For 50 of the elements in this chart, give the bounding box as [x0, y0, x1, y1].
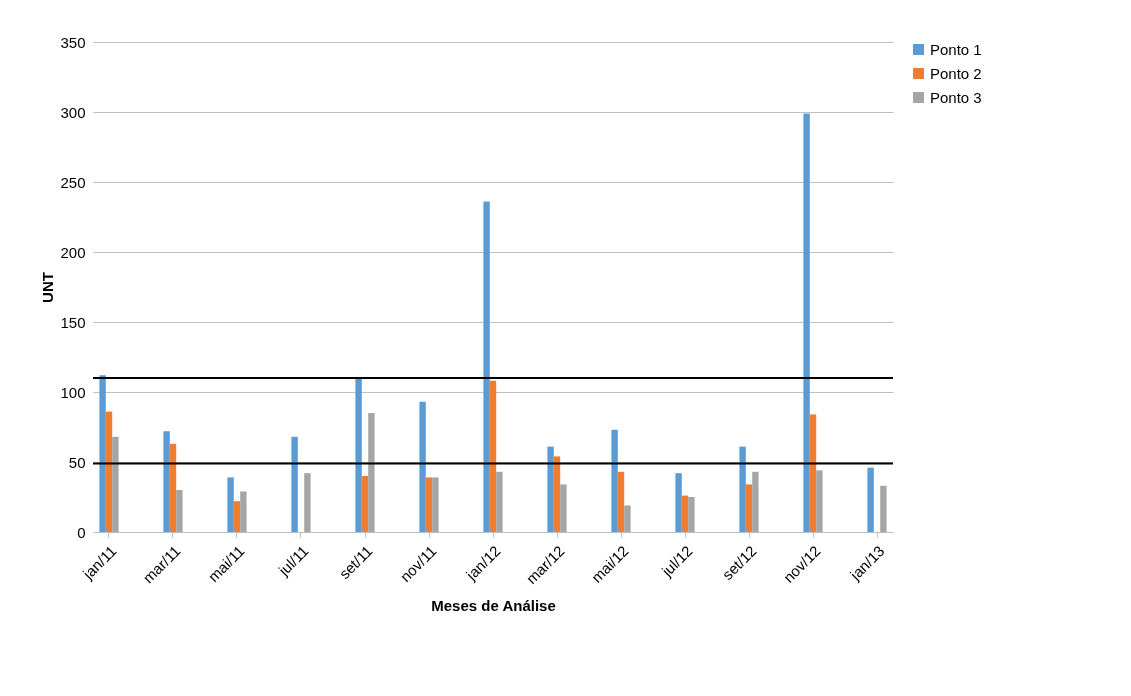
bar	[169, 443, 177, 532]
bar	[240, 491, 247, 532]
bar	[432, 477, 439, 532]
bar	[547, 446, 554, 532]
y-tick-label: 350	[60, 33, 86, 51]
bar	[867, 467, 874, 532]
y-tick-label: 0	[77, 523, 86, 541]
bar	[809, 414, 817, 532]
bar	[560, 484, 567, 532]
bar	[355, 378, 362, 532]
bar	[419, 401, 426, 532]
bar	[745, 484, 753, 532]
bar	[163, 431, 170, 532]
legend-label: Ponto 3	[930, 88, 982, 106]
bar	[304, 473, 311, 532]
y-tick-label: 300	[60, 103, 86, 121]
bar	[675, 473, 682, 532]
bar	[816, 470, 823, 532]
bar	[227, 477, 234, 532]
bar	[425, 477, 433, 532]
y-tick-label: 200	[60, 243, 86, 261]
bar	[617, 471, 625, 532]
bar	[176, 490, 183, 532]
y-tick-label: 150	[60, 313, 86, 331]
bar	[368, 413, 375, 532]
bar	[624, 505, 631, 532]
legend-label: Ponto 2	[930, 64, 982, 82]
bar	[553, 456, 561, 532]
bar	[361, 476, 369, 532]
y-tick-label: 50	[68, 453, 86, 471]
bar	[291, 436, 298, 532]
bar	[611, 429, 618, 532]
bar	[483, 201, 490, 532]
bar	[233, 501, 241, 532]
bar	[105, 411, 113, 532]
legend-label: Ponto 1	[930, 40, 982, 58]
bar	[752, 471, 759, 532]
bar	[496, 471, 503, 532]
y-tick-label: 250	[60, 173, 86, 191]
y-tick-label: 100	[60, 383, 86, 401]
bar	[880, 485, 887, 532]
bar	[489, 380, 497, 532]
bar	[739, 446, 746, 532]
bar	[112, 436, 119, 532]
bar	[803, 113, 810, 532]
bar	[681, 495, 689, 532]
bar	[99, 375, 106, 532]
bar	[688, 497, 695, 532]
x-axis-title: Meses de Análise	[431, 597, 556, 615]
y-axis-title: UNT	[39, 272, 57, 303]
